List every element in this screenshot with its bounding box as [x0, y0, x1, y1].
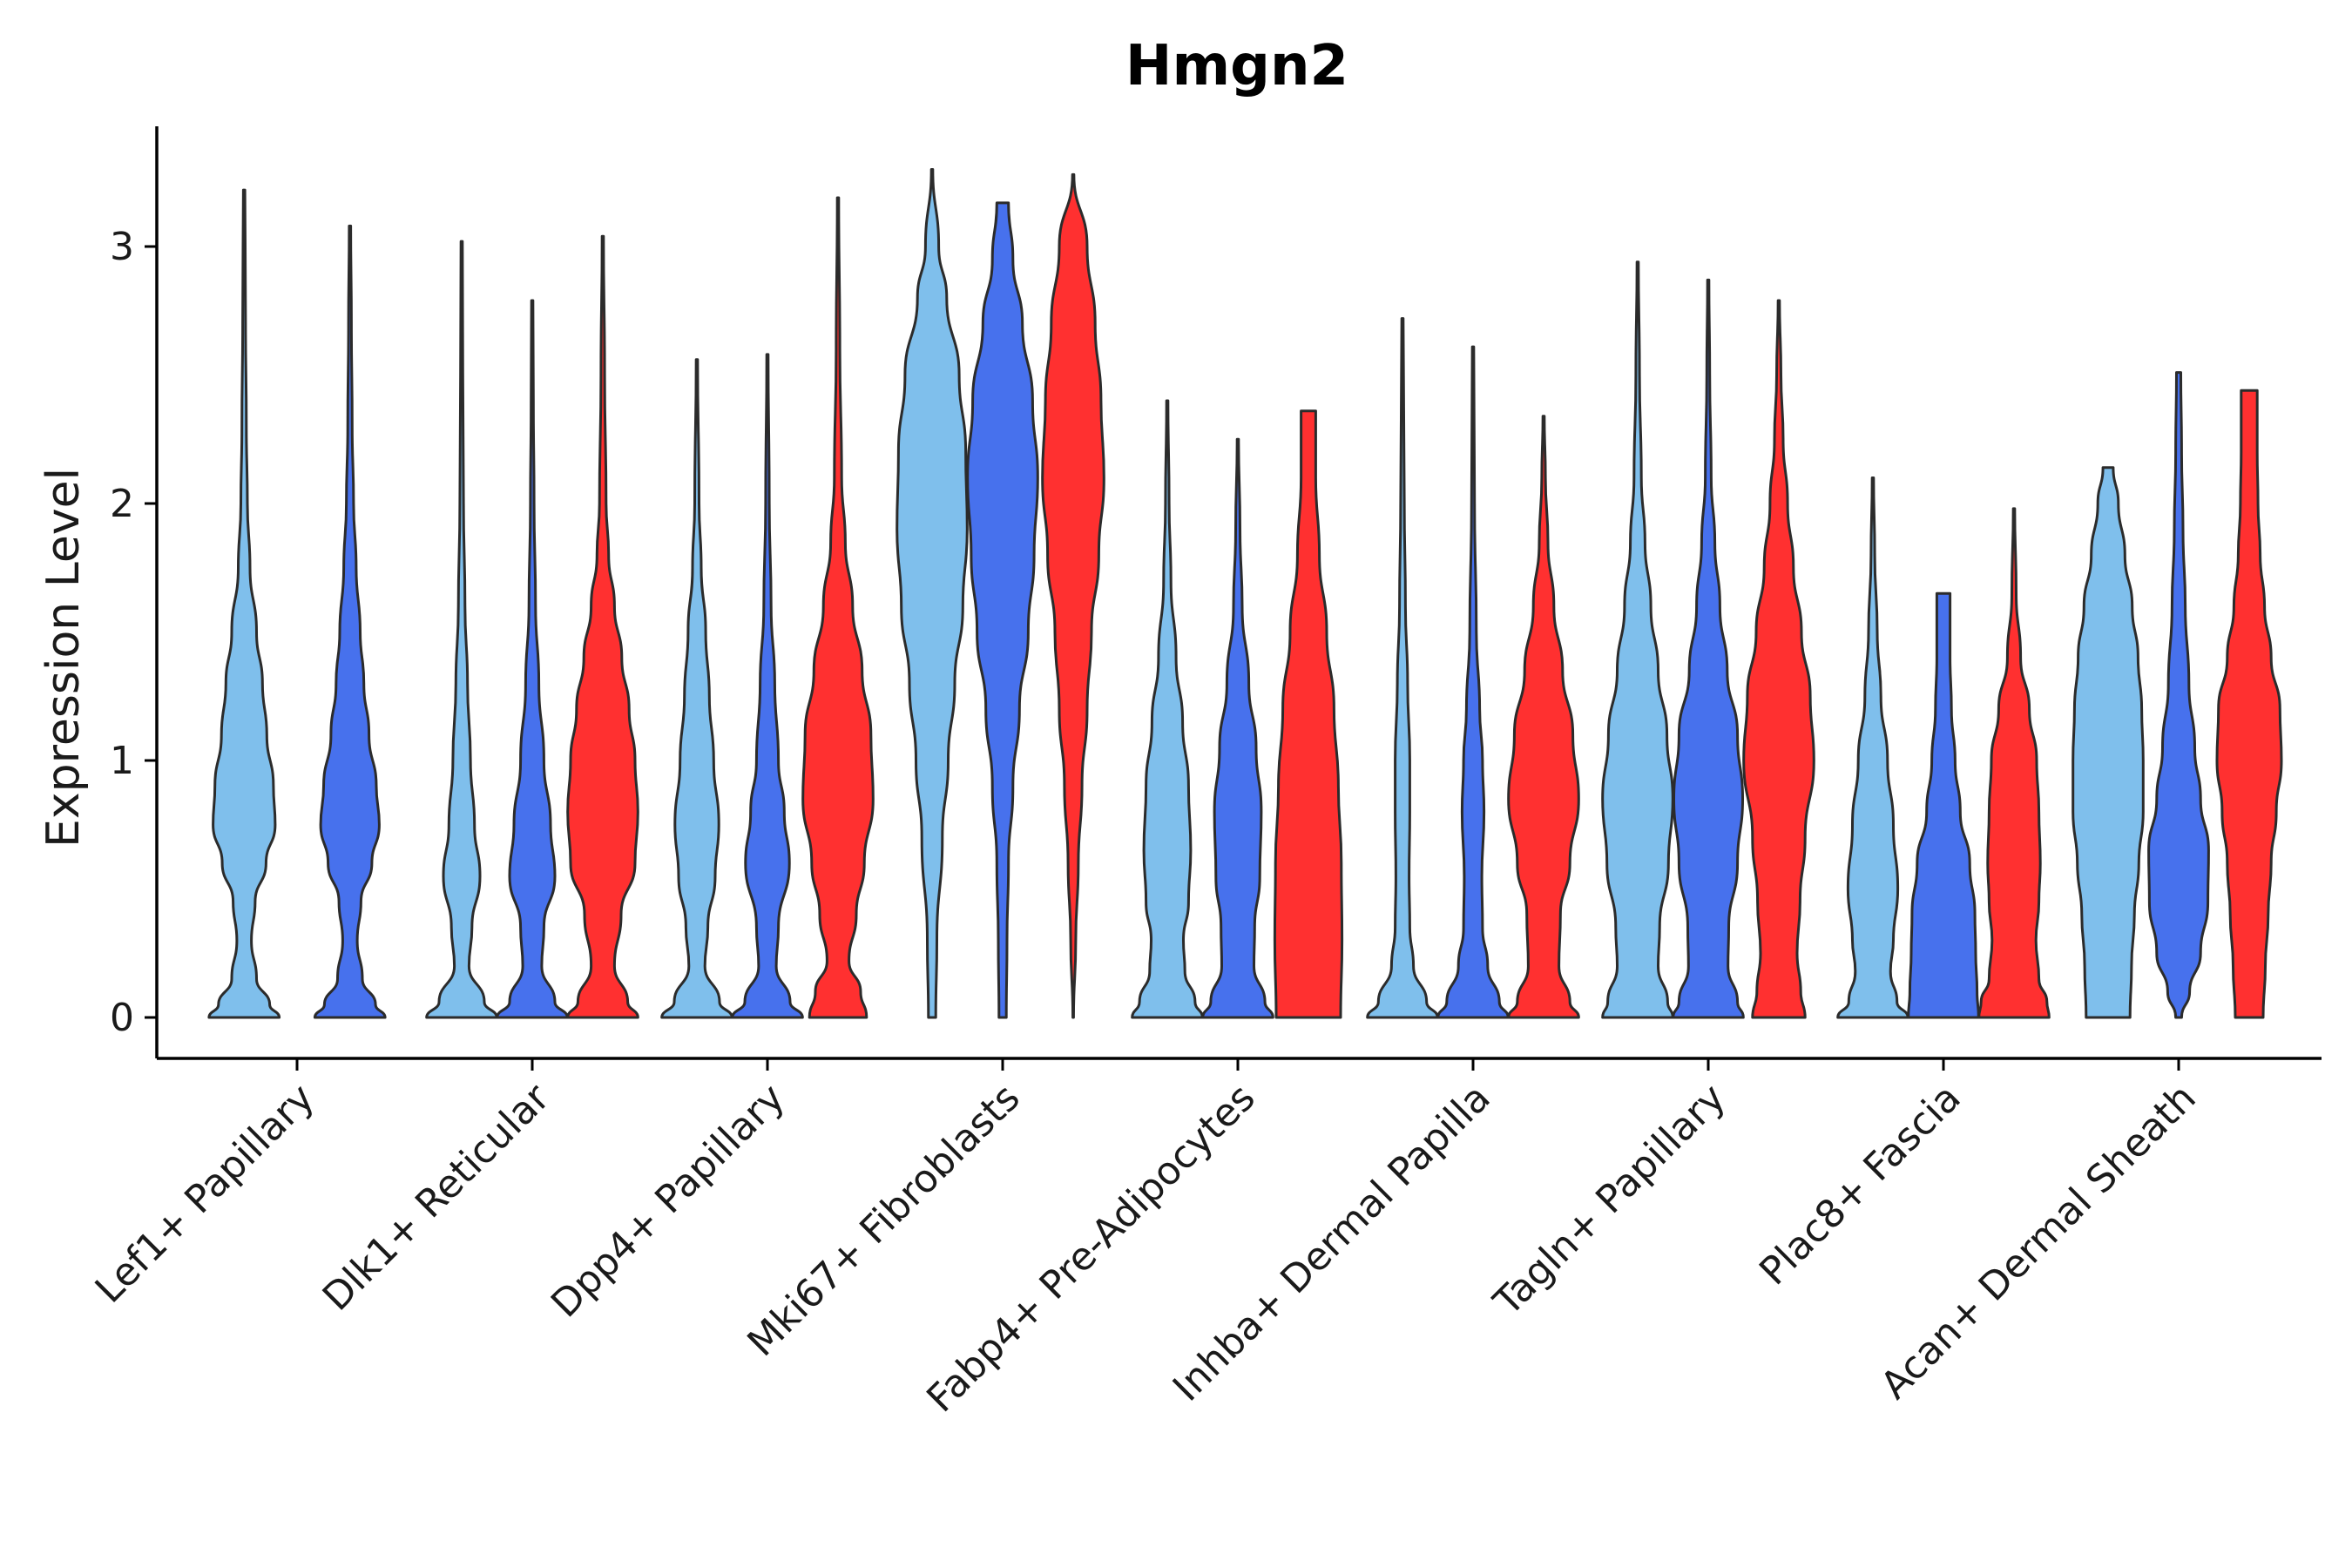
violin-17: [1507, 415, 1580, 1019]
violin-21: [1836, 476, 1909, 1019]
violin-1: [207, 188, 281, 1019]
x-tick-label: Tagln+ Papillary: [1485, 1076, 1734, 1325]
y-tick-label: 3: [110, 225, 134, 269]
violin-25: [2147, 371, 2210, 1019]
x-tick-label: Plac8+ Fascia: [1751, 1076, 1970, 1294]
y-tick-label: 1: [110, 739, 134, 783]
violin-15: [1366, 317, 1439, 1019]
violin-8: [801, 196, 875, 1019]
violin-2: [313, 224, 387, 1019]
violin-10: [966, 201, 1039, 1019]
x-tick-label: Dpp4+ Papillary: [543, 1076, 794, 1327]
violin-11: [1041, 172, 1105, 1019]
violin-20: [1742, 299, 1815, 1019]
violin-4: [496, 299, 569, 1019]
violin-5: [566, 234, 639, 1019]
violin-12: [1131, 399, 1204, 1019]
violins-group: [207, 168, 2283, 1019]
x-tick-label: Dlk1+ Reticular: [314, 1075, 559, 1320]
violin-24: [2072, 466, 2145, 1019]
violin-14: [1273, 409, 1344, 1019]
y-tick-label: 0: [110, 996, 134, 1040]
violin-16: [1436, 345, 1510, 1019]
violin-19: [1672, 278, 1745, 1019]
violin-3: [425, 240, 498, 1019]
x-tick-label: Lef1+ Papillary: [87, 1076, 323, 1312]
y-axis-label: Expression Level: [37, 468, 90, 848]
violin-6: [660, 358, 733, 1019]
violin-9: [896, 168, 969, 1019]
violin-26: [2215, 389, 2283, 1019]
violin-22: [1907, 591, 1980, 1019]
y-axis: 0 1 2 3: [110, 126, 159, 1058]
violin-23: [1977, 507, 2051, 1019]
violin-18: [1601, 260, 1674, 1019]
violin-7: [731, 353, 804, 1019]
violin-13: [1201, 437, 1274, 1019]
y-tick-label: 2: [110, 482, 134, 526]
chart-title: Hmgn2: [1125, 34, 1348, 98]
